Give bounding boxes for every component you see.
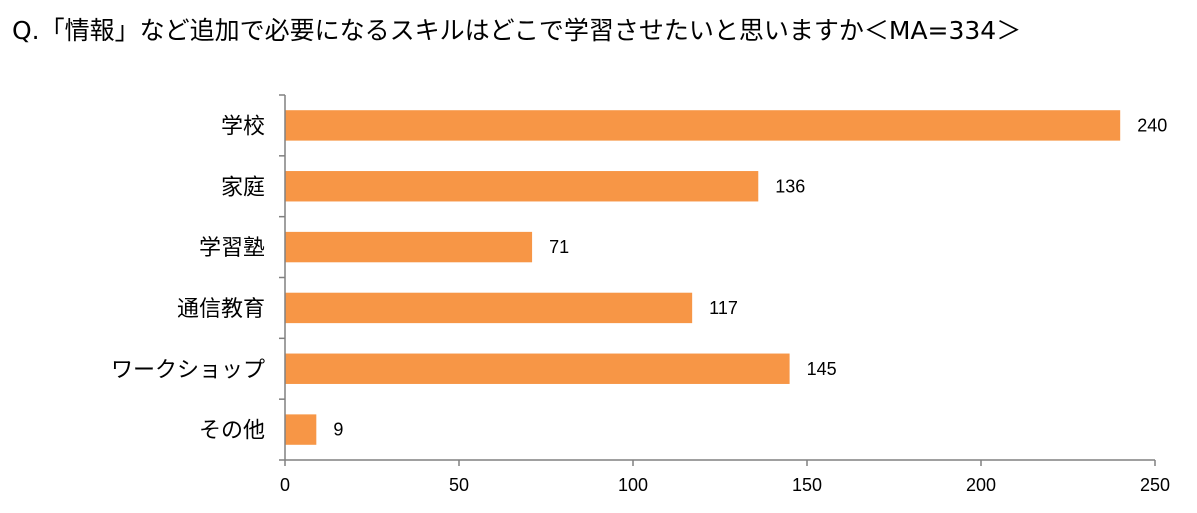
bar-4 [285,353,790,384]
value-label-0: 240 [1137,115,1167,135]
category-label-4: ワークショップ [111,358,265,383]
axis-layer [279,94,1156,466]
question-title: Q.「情報」など追加で必要になるスキルはどこで学習させたいと思いますか＜MA=3… [12,16,1022,45]
category-label-2: 学習塾 [199,236,265,261]
x-tick-label-1: 50 [449,475,469,495]
category-label-1: 家庭 [221,175,265,200]
value-label-2: 71 [549,237,569,257]
x-tick-label-5: 250 [1140,475,1170,495]
value-label-1: 136 [775,176,805,196]
category-label-5: その他 [199,419,265,444]
bar-3 [285,292,693,324]
bar-2 [285,231,533,263]
labels-layer: 学校 240 家庭 136 学習塾 71 通信教育 117 ワークショップ 145 その他 9 0 50 1… [111,114,1170,495]
bar-1 [285,171,759,202]
bar-0 [285,110,1121,141]
x-tick-label-3: 150 [792,475,822,495]
bars-layer [285,110,1121,445]
x-tick-label-2: 100 [618,475,648,495]
value-label-4: 145 [807,359,837,379]
value-label-5: 9 [333,420,343,440]
bar-5 [285,414,317,445]
category-label-0: 学校 [221,114,265,139]
category-label-3: 通信教育 [177,297,265,322]
value-label-3: 117 [709,298,738,318]
x-tick-label-4: 200 [966,475,996,495]
x-tick-label-0: 0 [280,475,290,495]
